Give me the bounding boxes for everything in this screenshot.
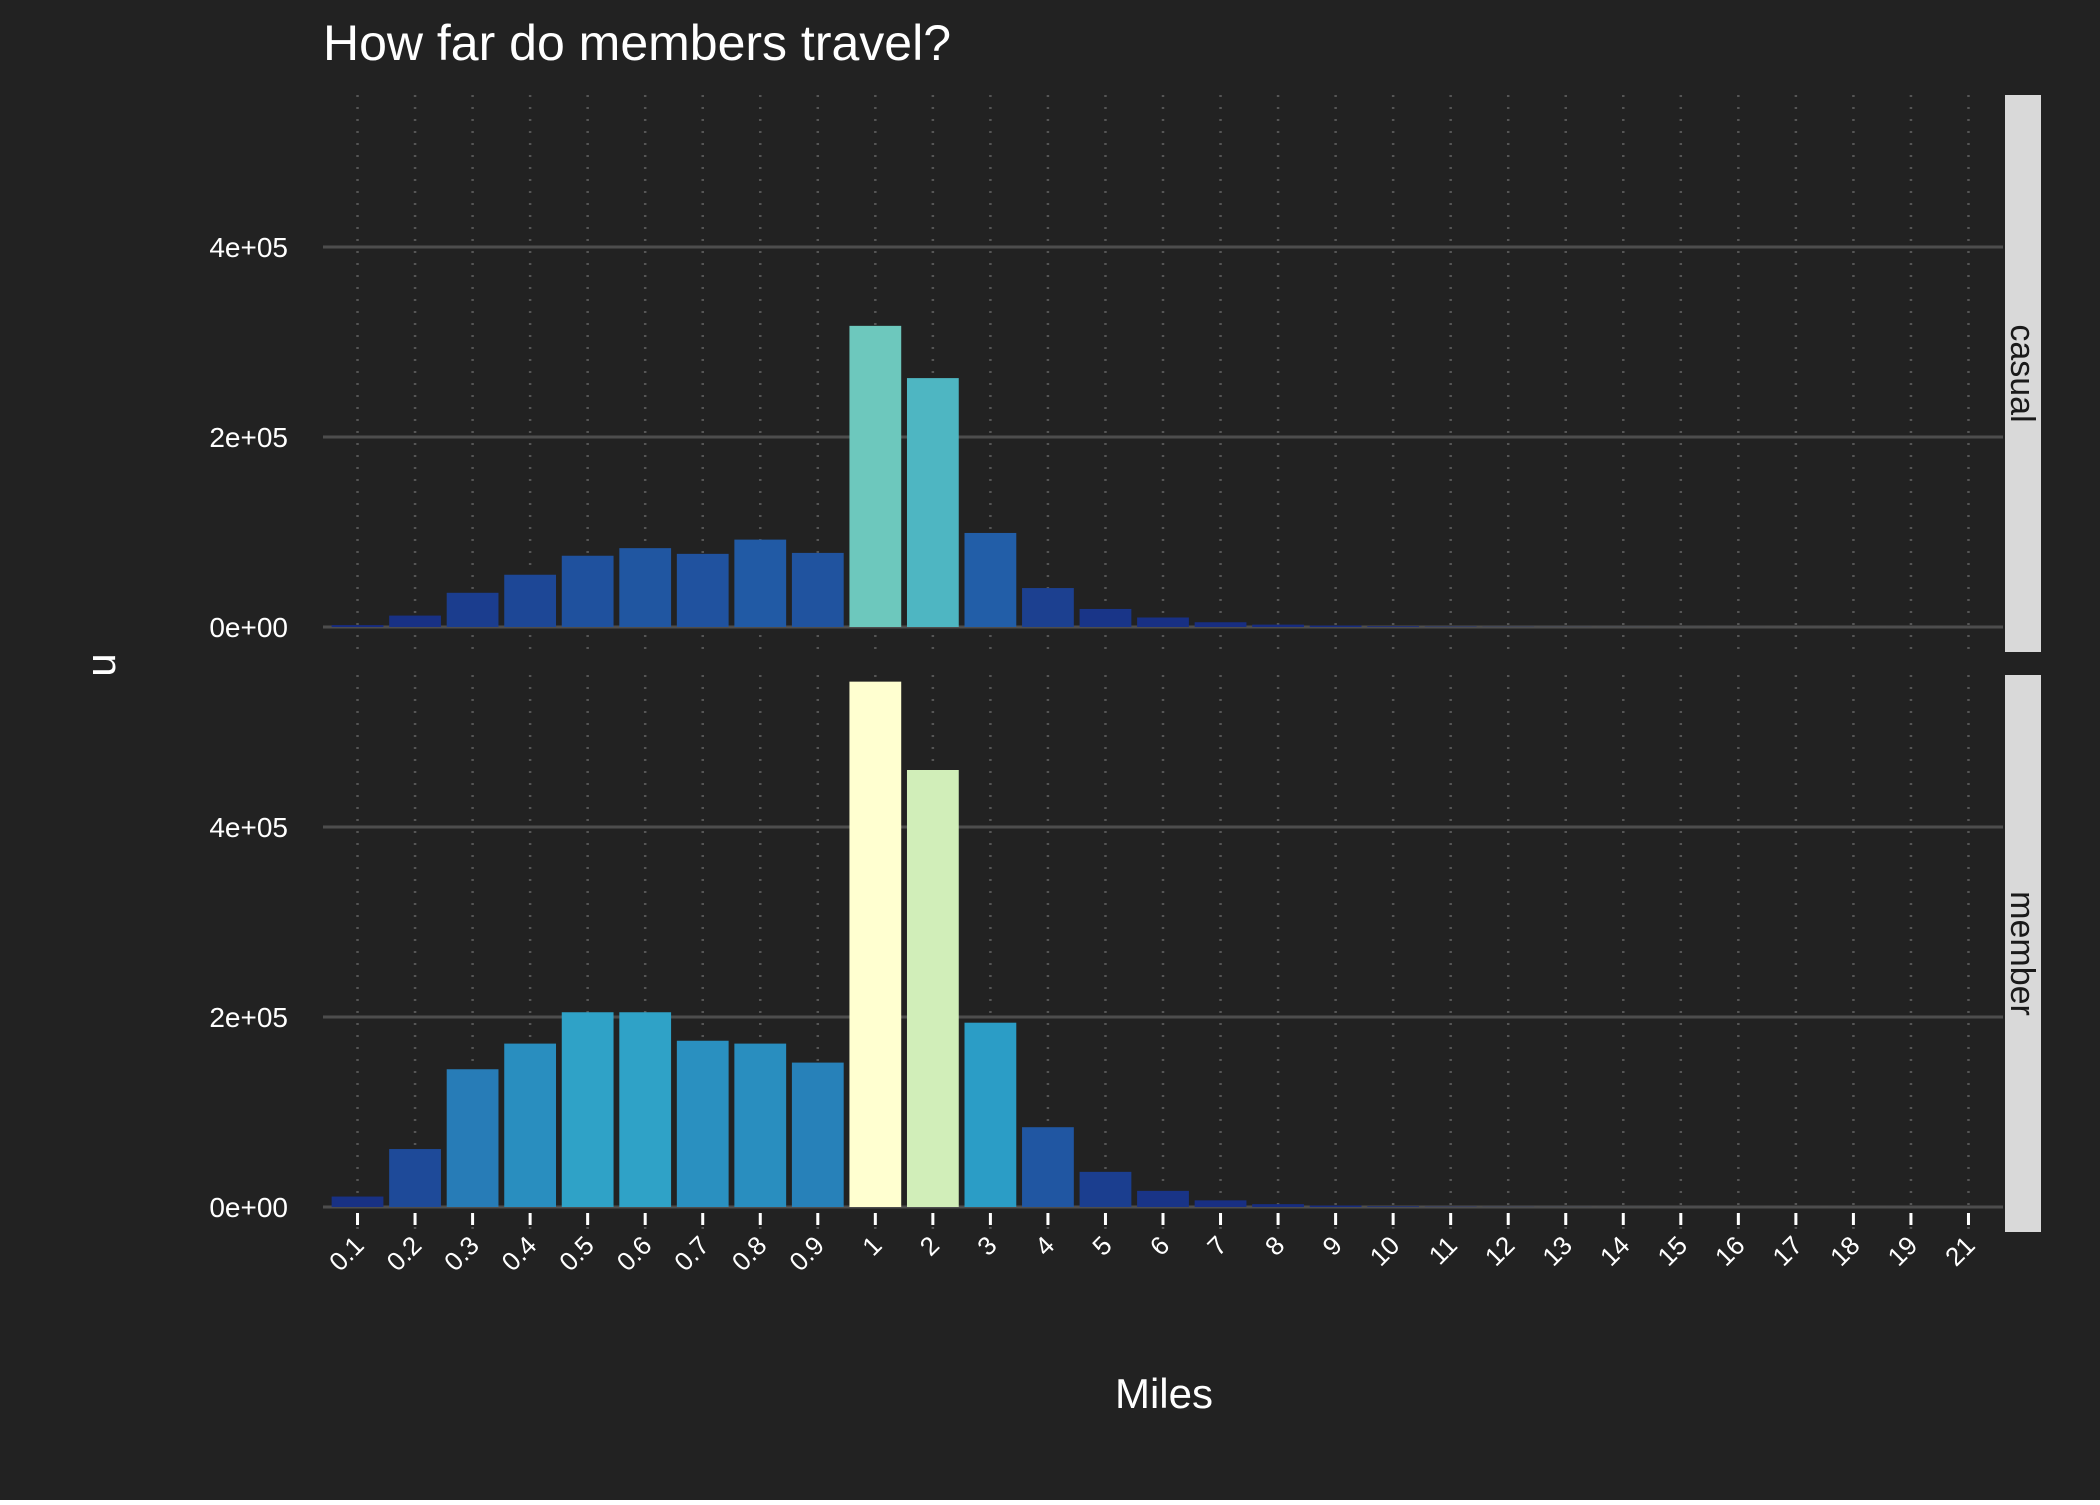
bar-member [1137,1191,1189,1207]
bar-casual [504,575,556,627]
bar-member [792,1063,844,1207]
bar-member [677,1041,729,1207]
bar-member [1367,1206,1419,1207]
bar-casual [734,540,786,627]
x-axis-label: Miles [1115,1370,1213,1417]
bar-member [562,1012,614,1207]
bar-casual [447,593,499,627]
bar-casual [332,625,384,627]
facet-strip-label: member [2003,891,2041,1016]
y-tick-label: 0e+00 [209,1192,288,1223]
bar-member [332,1197,384,1207]
bar-casual [1080,609,1132,627]
chart-title: How far do members travel? [323,15,951,71]
bar-casual [792,553,844,627]
bar-casual [562,556,614,627]
bar-member [1080,1172,1132,1207]
bar-member [1310,1206,1362,1207]
bar-member [619,1012,671,1207]
bar-member [965,1023,1017,1207]
bar-member [504,1044,556,1207]
bar-member [389,1149,441,1207]
y-tick-label: 2e+05 [209,1002,288,1033]
bar-casual [965,533,1017,627]
y-tick-label: 0e+00 [209,612,288,643]
bar-casual [1137,618,1189,628]
bar-casual [1252,625,1304,627]
y-axis-label: n [84,653,131,676]
facet-strip-label: casual [2003,324,2041,422]
bar-member [1022,1127,1074,1207]
bar-member [1252,1204,1304,1207]
bar-casual [1367,626,1419,627]
y-tick-label: 4e+05 [209,812,288,843]
bar-member [907,770,959,1207]
bar-member [849,682,901,1207]
bar-member [1195,1200,1247,1207]
bar-casual [389,616,441,627]
bar-casual [1310,626,1362,627]
bar-casual [907,378,959,627]
y-tick-label: 4e+05 [209,232,288,263]
bar-casual [1195,622,1247,627]
y-tick-label: 2e+05 [209,422,288,453]
bar-casual [849,326,901,627]
bar-casual [677,554,729,627]
bar-member [734,1044,786,1207]
bar-casual [1022,588,1074,627]
bar-casual [619,548,671,627]
bar-member [447,1069,499,1207]
